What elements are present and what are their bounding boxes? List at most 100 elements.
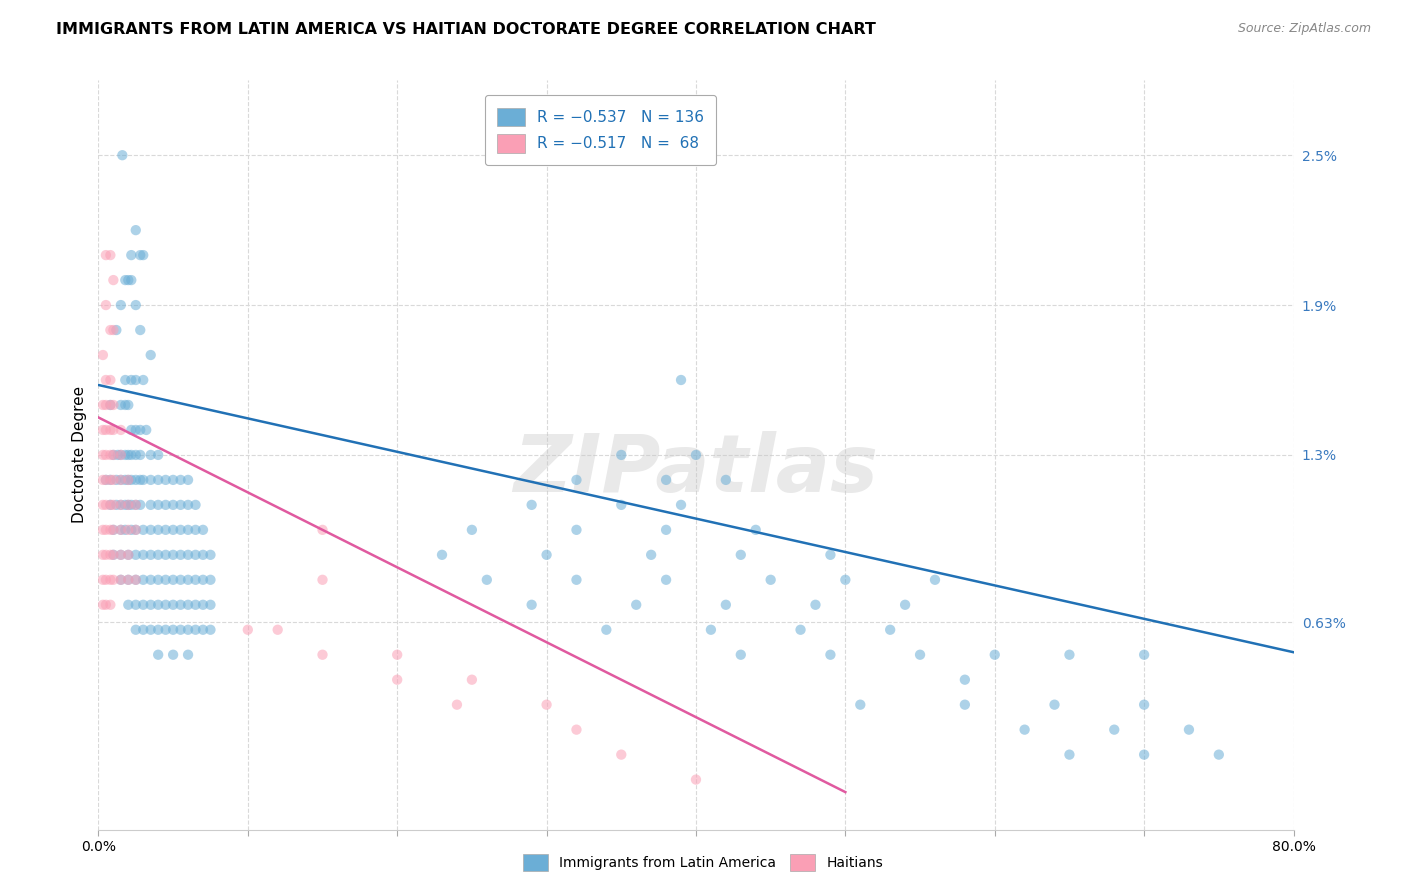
Point xyxy=(565,573,588,587)
Point xyxy=(894,598,917,612)
Point xyxy=(804,598,827,612)
Point xyxy=(536,548,558,562)
Y-axis label: Doctorate Degree: Doctorate Degree xyxy=(72,386,87,524)
Point xyxy=(91,598,114,612)
Point xyxy=(110,298,132,312)
Point xyxy=(148,523,170,537)
Point xyxy=(94,548,117,562)
Point xyxy=(789,623,811,637)
Point xyxy=(169,623,191,637)
Point xyxy=(1059,648,1081,662)
Point xyxy=(103,448,125,462)
Point xyxy=(655,573,678,587)
Point xyxy=(117,573,139,587)
Point xyxy=(177,573,200,587)
Point xyxy=(139,573,162,587)
Point xyxy=(200,548,222,562)
Point xyxy=(98,473,122,487)
Point xyxy=(125,498,148,512)
Point xyxy=(120,523,142,537)
Point xyxy=(169,498,191,512)
Point xyxy=(184,623,207,637)
Point xyxy=(132,548,155,562)
Point xyxy=(120,248,142,262)
Point xyxy=(155,548,177,562)
Point xyxy=(820,548,842,562)
Point xyxy=(91,423,114,437)
Point xyxy=(155,598,177,612)
Point xyxy=(110,523,132,537)
Point xyxy=(655,473,678,487)
Point xyxy=(132,473,155,487)
Point xyxy=(129,248,152,262)
Point xyxy=(520,498,543,512)
Point xyxy=(177,598,200,612)
Point xyxy=(129,498,152,512)
Point xyxy=(114,448,136,462)
Point xyxy=(595,623,617,637)
Point xyxy=(114,373,136,387)
Point xyxy=(110,398,132,412)
Point xyxy=(148,598,170,612)
Point xyxy=(849,698,872,712)
Point xyxy=(125,473,148,487)
Point xyxy=(184,598,207,612)
Point xyxy=(155,523,177,537)
Point xyxy=(236,623,259,637)
Point xyxy=(385,648,409,662)
Point xyxy=(655,523,678,537)
Point xyxy=(155,573,177,587)
Point xyxy=(177,648,200,662)
Point xyxy=(98,423,122,437)
Point xyxy=(98,473,122,487)
Point xyxy=(640,548,662,562)
Point xyxy=(98,448,122,462)
Point xyxy=(685,772,707,787)
Point xyxy=(184,573,207,587)
Point xyxy=(91,448,114,462)
Point xyxy=(1133,747,1156,762)
Point xyxy=(610,747,633,762)
Point xyxy=(94,473,117,487)
Point xyxy=(536,698,558,712)
Point xyxy=(129,473,152,487)
Point xyxy=(105,473,128,487)
Point xyxy=(984,648,1007,662)
Point xyxy=(94,573,117,587)
Point xyxy=(139,348,162,362)
Point xyxy=(94,473,117,487)
Point xyxy=(98,548,122,562)
Point xyxy=(820,648,842,662)
Point xyxy=(125,523,148,537)
Point xyxy=(200,623,222,637)
Point xyxy=(103,448,125,462)
Point xyxy=(714,598,737,612)
Point xyxy=(103,323,125,337)
Point xyxy=(117,548,139,562)
Point xyxy=(110,548,132,562)
Point xyxy=(98,598,122,612)
Point xyxy=(129,448,152,462)
Point xyxy=(461,673,484,687)
Point xyxy=(520,598,543,612)
Point xyxy=(103,523,125,537)
Point xyxy=(1059,747,1081,762)
Point xyxy=(91,473,114,487)
Point xyxy=(191,623,214,637)
Point xyxy=(94,423,117,437)
Point xyxy=(169,473,191,487)
Point xyxy=(1104,723,1126,737)
Point xyxy=(110,473,132,487)
Point xyxy=(191,573,214,587)
Point xyxy=(110,423,132,437)
Point xyxy=(155,473,177,487)
Point xyxy=(114,523,136,537)
Point xyxy=(139,498,162,512)
Point xyxy=(169,573,191,587)
Point xyxy=(103,498,125,512)
Point xyxy=(125,298,148,312)
Point xyxy=(125,373,148,387)
Point xyxy=(114,498,136,512)
Point xyxy=(475,573,498,587)
Point xyxy=(430,548,453,562)
